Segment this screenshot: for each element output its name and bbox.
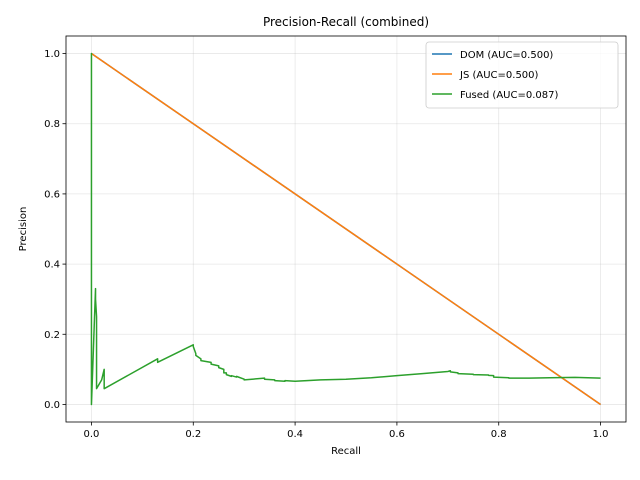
x-tick-label: 0.6 <box>389 429 405 440</box>
x-axis-ticks: 0.0 0.2 0.4 0.6 0.8 1.0 <box>84 422 609 440</box>
y-tick-label: 0.6 <box>44 189 60 200</box>
x-tick-label: 0.8 <box>491 429 507 440</box>
y-tick-label: 0.8 <box>44 119 60 130</box>
legend-label-1: JS (AUC=0.500) <box>459 70 539 81</box>
gridlines <box>66 36 626 422</box>
chart-title: Precision-Recall (combined) <box>263 15 429 29</box>
y-axis-ticks: 0.0 0.2 0.4 0.6 0.8 1.0 <box>44 49 66 411</box>
series-line-1 <box>91 52 601 406</box>
axes-frame <box>65 35 627 423</box>
y-tick-label: 1.0 <box>44 49 60 60</box>
legend-label-0: DOM (AUC=0.500) <box>460 50 553 61</box>
x-axis-label: Recall <box>331 446 361 457</box>
series-line-2 <box>90 52 601 406</box>
legend: DOM (AUC=0.500) JS (AUC=0.500) Fused (AUC=… <box>425 41 619 109</box>
y-tick-label: 0.4 <box>44 260 60 271</box>
series-layer <box>90 52 601 406</box>
x-tick-label: 0.2 <box>185 429 201 440</box>
y-tick-label: 0.0 <box>44 400 60 411</box>
legend-label-2: Fused (AUC=0.087) <box>460 90 558 101</box>
legend-box <box>425 41 619 109</box>
x-tick-label: 1.0 <box>593 429 609 440</box>
y-axis-label: Precision <box>18 207 29 252</box>
y-tick-label: 0.2 <box>44 330 60 341</box>
x-tick-label: 0.4 <box>287 429 303 440</box>
x-tick-label: 0.0 <box>84 429 100 440</box>
